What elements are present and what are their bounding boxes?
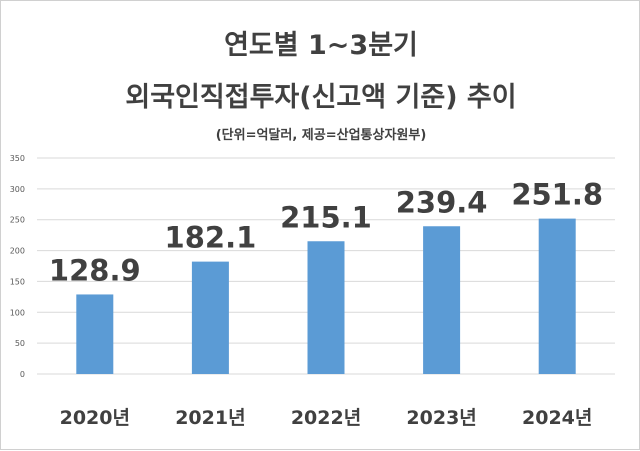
y-tick-label: 300 [10, 185, 25, 194]
data-label: 215.1 [280, 200, 372, 234]
y-tick-label: 100 [10, 308, 25, 317]
x-tick-label: 2022년 [291, 407, 361, 429]
bar [423, 226, 461, 374]
chart-subtitle: (단위=억달러, 제공=산업통상자원부) [215, 128, 427, 143]
x-tick-label: 2021년 [175, 407, 245, 429]
data-label: 128.9 [49, 253, 141, 287]
bar [538, 218, 576, 374]
data-label: 182.1 [165, 221, 257, 255]
bar [191, 261, 229, 374]
y-tick-label: 250 [10, 216, 25, 225]
x-tick-label: 2023년 [406, 407, 476, 429]
y-tick-label: 50 [15, 339, 25, 348]
chart-title-line1: 연도별 1~3분기 [224, 30, 418, 61]
bar [76, 294, 114, 374]
y-tick-label: 150 [10, 277, 25, 286]
data-label: 251.8 [511, 178, 603, 212]
y-tick-label: 0 [20, 370, 25, 379]
y-tick-label: 200 [10, 247, 25, 256]
bar [307, 241, 345, 374]
x-tick-label: 2024년 [522, 407, 592, 429]
chart-title-line2: 외국인직접투자(신고액 기준) 추이 [125, 82, 517, 113]
data-label: 239.4 [396, 185, 488, 219]
x-tick-label: 2020년 [60, 407, 130, 429]
y-tick-label: 350 [10, 154, 25, 163]
